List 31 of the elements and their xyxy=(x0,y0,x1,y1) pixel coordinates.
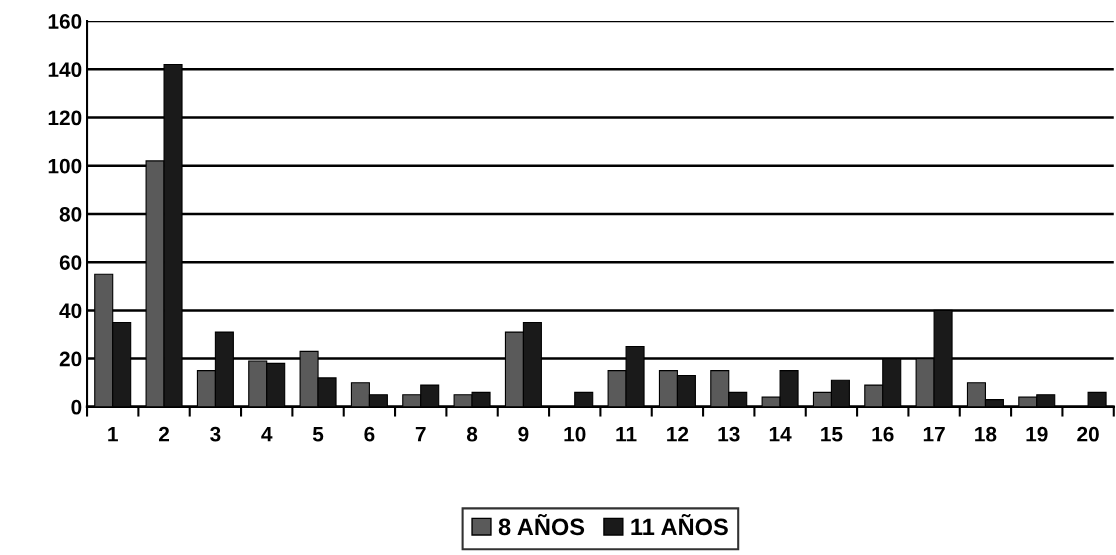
x-tick-label: 17 xyxy=(923,427,945,442)
x-tick-label: 12 xyxy=(667,426,689,442)
y-tick-label: 80 xyxy=(59,206,82,222)
x-tick-label: 16 xyxy=(872,426,894,442)
x-tick-label: 1 xyxy=(108,427,118,442)
y-tick-label: 160 xyxy=(48,14,82,29)
x-tick-label: 14 xyxy=(769,427,792,442)
x-tick-label: 6 xyxy=(364,426,375,442)
y-tick-label: 60 xyxy=(59,255,82,270)
x-tick-label: 13 xyxy=(718,426,740,442)
x-tick-label: 7 xyxy=(415,427,426,442)
x-tick-label: 15 xyxy=(821,427,843,442)
x-tick-label: 10 xyxy=(564,426,586,442)
x-tick-label: 3 xyxy=(210,426,221,442)
x-tick-label: 20 xyxy=(1077,426,1099,442)
legend-label: 8 AÑOS xyxy=(498,513,585,536)
x-tick-label: 5 xyxy=(312,427,324,442)
y-tick-label: 40 xyxy=(59,303,82,319)
x-tick-label: 11 xyxy=(616,427,637,442)
x-tick-label: 9 xyxy=(518,426,529,442)
x-tick-label: 2 xyxy=(158,426,170,442)
y-tick-label: 0 xyxy=(71,399,82,415)
y-tick-label: 100 xyxy=(48,158,82,174)
y-tick-label: 20 xyxy=(59,351,82,367)
y-tick-label: 140 xyxy=(48,62,82,78)
legend-label: 11 AÑOS xyxy=(631,513,728,536)
x-tick-label: 19 xyxy=(1026,426,1048,442)
x-tick-label: 18 xyxy=(975,426,997,442)
x-tick-label: 8 xyxy=(466,426,478,442)
y-tick-label: 120 xyxy=(48,110,82,126)
x-tick-label: 4 xyxy=(261,427,273,442)
